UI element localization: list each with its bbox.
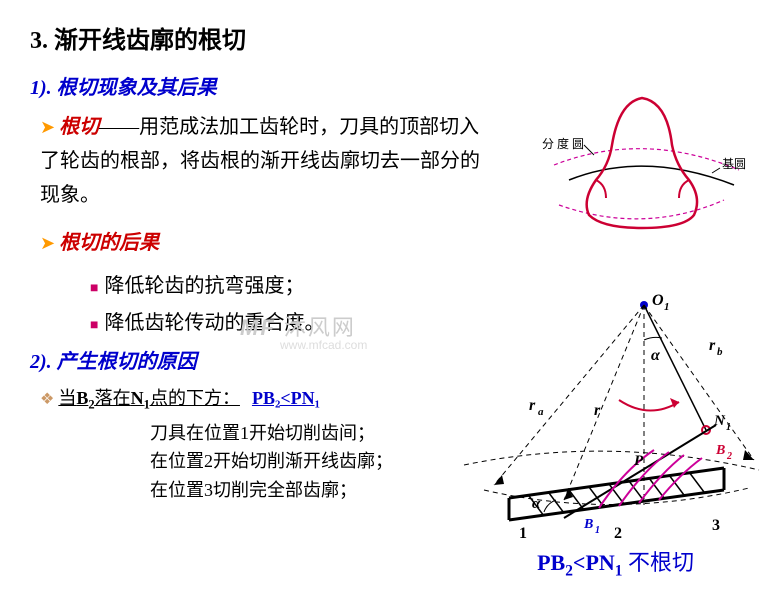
arrow-icon: ➤ xyxy=(40,117,55,137)
svg-text:B: B xyxy=(715,443,725,458)
consequence-text: 降低齿轮传动的重合度。 xyxy=(104,312,324,334)
cond-n1: N1 xyxy=(131,388,150,408)
slide-title: 3. 渐开线齿廓的根切 xyxy=(30,20,754,55)
svg-text:r: r xyxy=(709,337,716,354)
bottom-formula: PB2<PN1 不根切 xyxy=(537,545,694,580)
svg-text:1: 1 xyxy=(726,422,731,433)
rack-outline xyxy=(509,468,724,520)
label-base-circle: 基圆 xyxy=(722,157,746,171)
svg-text:r: r xyxy=(529,397,536,414)
svg-text:O: O xyxy=(652,292,664,309)
consequence-heading: 根切的后果 xyxy=(59,232,159,254)
svg-text:1: 1 xyxy=(519,525,527,542)
svg-text:α: α xyxy=(532,496,541,512)
square-bullet-icon: ■ xyxy=(90,318,98,333)
label-pitch-circle: 分 度 圆 xyxy=(542,136,584,151)
figure-undercut-tooth: 分 度 圆 基圆 xyxy=(534,90,754,240)
cond-b2: B2 xyxy=(76,388,94,408)
svg-text:3: 3 xyxy=(712,517,720,534)
svg-text:2: 2 xyxy=(726,451,732,462)
svg-text:2: 2 xyxy=(614,525,622,542)
cond-mid: 落在 xyxy=(95,388,131,408)
diamond-bullet-icon: ❖ xyxy=(40,391,54,408)
consequence-text: 降低轮齿的抗弯强度； xyxy=(104,275,304,297)
svg-text:a: a xyxy=(538,406,544,418)
cond-suffix: 点的下方： xyxy=(150,388,240,408)
figure-rack-geometry: O 1 r a r r b α N 1 xyxy=(454,290,764,550)
term-genqie: 根切 xyxy=(59,116,99,138)
svg-text:P: P xyxy=(634,453,644,469)
svg-text:1: 1 xyxy=(664,301,670,313)
svg-text:b: b xyxy=(717,346,723,358)
square-bullet-icon: ■ xyxy=(90,281,98,296)
svg-text:B: B xyxy=(583,517,593,532)
svg-text:1: 1 xyxy=(595,525,600,536)
cond-prefix: 当 xyxy=(58,388,76,408)
svg-text:α: α xyxy=(651,347,661,364)
arrow-icon: ➤ xyxy=(40,233,55,253)
svg-text:r: r xyxy=(594,402,601,419)
definition-text: ——用范成法加工齿轮时，刀具的顶部切入了轮齿的根部，将齿根的渐开线齿廓切去一部分… xyxy=(40,116,480,206)
cond-formula: PB₂<PN₁ xyxy=(252,388,320,408)
